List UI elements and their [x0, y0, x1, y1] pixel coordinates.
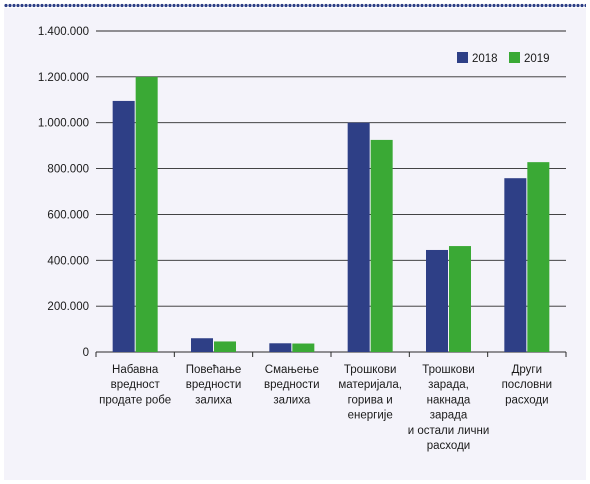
y-tick-label: 600.000: [47, 209, 89, 221]
y-tick-label: 800.000: [47, 164, 89, 176]
bar-2018: [269, 343, 292, 352]
bar-2018: [504, 178, 527, 352]
bar-2019: [449, 246, 471, 352]
bar-2019: [370, 139, 393, 352]
legend-label-2019: 2019: [524, 53, 550, 65]
x-category-label: Смањење вредности залиха: [264, 364, 320, 406]
bar-2019: [527, 162, 550, 352]
x-category-label: Трошкови материјала, горива и енергије: [338, 364, 402, 422]
bar-2019: [214, 341, 236, 352]
bar-2018: [426, 249, 448, 352]
legend-label-2018: 2018: [472, 53, 498, 65]
x-category-label: Набавна вредност продате робе: [99, 364, 171, 406]
x-category-label: Трошкови зарада, накнада зарада и остали лич…: [408, 364, 490, 452]
chart-panel: [4, 8, 586, 480]
bar-2018: [191, 338, 213, 352]
x-category-label: Други пословни расходи: [502, 364, 553, 406]
y-tick-label: 1.200.000: [38, 72, 89, 84]
bar-2019: [135, 76, 158, 352]
bar-2018: [112, 100, 135, 352]
dotted-top-border: [4, 3, 586, 8]
y-tick-label: 200.000: [47, 301, 89, 313]
y-tick-label: 400.000: [47, 255, 89, 267]
bar-2018: [347, 122, 370, 352]
y-tick-label: 0: [83, 347, 89, 359]
y-tick-label: 1.000.000: [38, 118, 89, 130]
y-tick-label: 1.400.000: [38, 26, 89, 38]
legend-swatch-2018: [457, 52, 468, 63]
bar-2019: [292, 343, 315, 352]
x-category-label: Повећање вредности залиха: [186, 364, 242, 406]
legend-swatch-2019: [509, 52, 520, 63]
